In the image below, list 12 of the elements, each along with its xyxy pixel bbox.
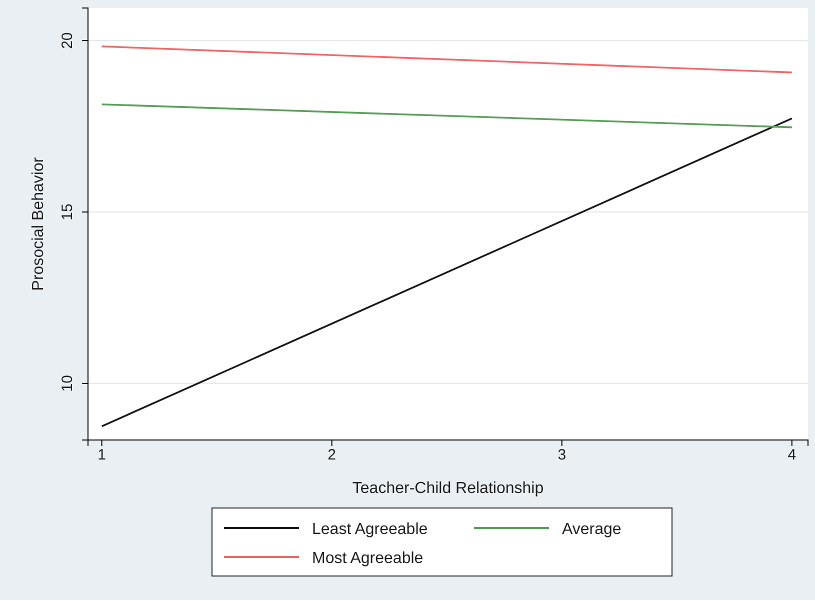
x-tick-label: 3 [558, 446, 566, 464]
y-tick-label: 10 [59, 375, 76, 392]
x-tick-label: 4 [788, 446, 796, 464]
x-tick-label: 1 [98, 446, 106, 464]
legend-label: Most Agreeable [312, 550, 424, 567]
legend-label: Least Agreeable [312, 521, 428, 538]
x-tick-label: 2 [328, 446, 336, 464]
y-tick-label: 15 [59, 204, 76, 220]
x-axis-title: Teacher-Child Relationship [352, 480, 544, 497]
y-axis-title: Prosocial Behavior [30, 156, 47, 291]
legend-label: Average [562, 521, 622, 538]
y-tick-label: 20 [59, 32, 76, 49]
